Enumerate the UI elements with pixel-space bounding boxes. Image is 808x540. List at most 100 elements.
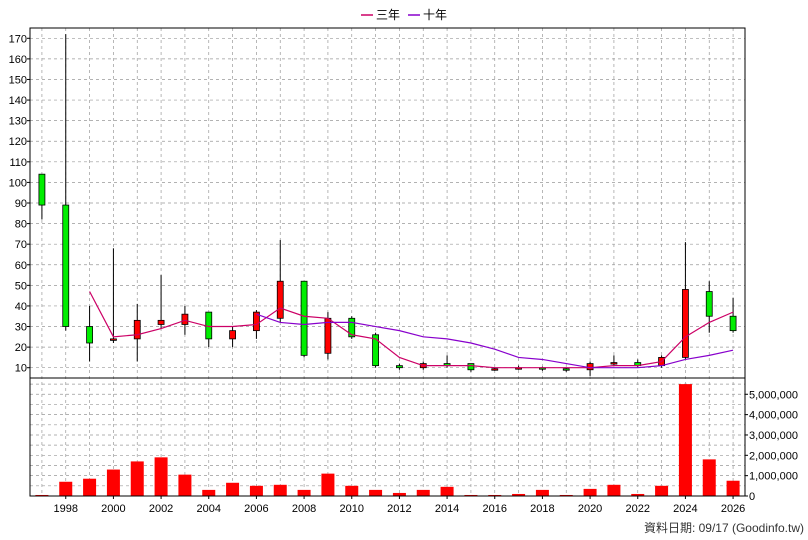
source-note: 資料日期: 09/17 (Goodinfo.tw) <box>644 521 804 535</box>
candle-body <box>562 368 570 371</box>
year-tick-label: 2008 <box>292 503 316 515</box>
volume-bar <box>583 488 597 496</box>
candle-body <box>610 362 618 365</box>
volume-bar <box>226 482 240 496</box>
year-tick-label: 2004 <box>197 503 221 515</box>
price-tick-label: 60 <box>15 260 27 272</box>
year-tick-label: 2012 <box>387 503 411 515</box>
price-tick-label: 80 <box>15 219 27 231</box>
year-tick-label: 2024 <box>673 503 697 515</box>
volume-bar <box>726 480 740 496</box>
volume-tick-label: 3,000,000 <box>749 430 798 442</box>
legend: 三年 十年 <box>361 8 447 22</box>
price-tick-label: 170 <box>9 33 27 45</box>
year-tick-label: 2016 <box>483 503 507 515</box>
volume-bar <box>154 457 168 496</box>
grid-lines <box>30 28 745 496</box>
year-tick-label: 1998 <box>54 503 78 515</box>
volume-bar <box>297 489 311 496</box>
volume-bar <box>488 494 502 496</box>
volume-bar <box>321 473 335 496</box>
year-tick-label: 2018 <box>530 503 554 515</box>
candle-body <box>467 363 475 371</box>
year-tick-label: 2020 <box>578 503 602 515</box>
volume-bar <box>440 486 454 496</box>
volume-bar <box>392 492 406 496</box>
price-tick-label: 20 <box>15 342 27 354</box>
legend-label-3y: 三年 <box>376 8 400 22</box>
candle-body <box>324 317 332 354</box>
price-tick-label: 150 <box>9 74 27 86</box>
volume-bar <box>512 493 526 496</box>
price-tick-label: 10 <box>15 363 27 375</box>
volume-bar <box>559 494 573 496</box>
price-tick-label: 50 <box>15 280 27 292</box>
candle-body <box>62 204 70 327</box>
volume-bar <box>178 474 192 496</box>
volume-tick-label: 2,000,000 <box>749 450 798 462</box>
volume-bar <box>464 494 478 496</box>
volume-bar <box>130 461 144 496</box>
ma-10-year-line <box>256 313 734 369</box>
volume-bar <box>416 489 430 496</box>
price-tick-label: 140 <box>9 95 27 107</box>
volume-bar <box>249 485 263 496</box>
year-tick-label: 2006 <box>244 503 268 515</box>
price-axis: 10 20 30 40 50 60 70 80 90 100 110 120 130 140 150 160 1… <box>9 33 30 375</box>
price-tick-label: 130 <box>9 116 27 128</box>
year-axis: 1998 2000 2002 2004 2006 2008 2010 2012 2014 2016… <box>54 496 745 515</box>
candle-body <box>729 315 737 332</box>
year-tick-label: 2002 <box>149 503 173 515</box>
candle-body <box>586 363 594 371</box>
volume-bars <box>35 384 740 496</box>
candle-body <box>348 317 356 338</box>
candle-body <box>229 330 236 340</box>
volume-bar <box>345 485 359 496</box>
price-tick-label: 70 <box>15 239 27 251</box>
price-tick-label: 90 <box>15 198 27 210</box>
volume-bar <box>535 489 549 496</box>
candle-body <box>38 173 46 206</box>
candle-body <box>300 280 308 356</box>
price-tick-label: 160 <box>9 54 27 66</box>
volume-tick-label: 4,000,000 <box>749 410 798 422</box>
candle-body <box>396 365 403 369</box>
year-tick-label: 2010 <box>340 503 364 515</box>
price-candles <box>38 34 737 376</box>
candle-body <box>276 280 284 319</box>
volume-panel-background <box>30 378 745 496</box>
ma-3-year-line <box>89 291 734 369</box>
volume-bar <box>106 469 120 496</box>
plot-border <box>29 27 746 497</box>
volume-bar <box>202 489 216 496</box>
volume-bar <box>59 481 73 496</box>
moving-average-lines <box>89 291 734 369</box>
volume-tick-label: 1,000,000 <box>749 471 798 483</box>
volume-tick-label: 5,000,000 <box>749 389 798 401</box>
candle-body <box>253 311 260 332</box>
volume-bar <box>631 493 645 496</box>
candle-body <box>133 319 141 340</box>
legend-label-10y: 十年 <box>423 8 447 22</box>
price-tick-label: 110 <box>9 157 27 169</box>
candle-body <box>181 313 189 325</box>
price-tick-label: 40 <box>15 301 27 313</box>
year-tick-label: 2022 <box>626 503 650 515</box>
volume-bar <box>678 384 692 496</box>
volume-bar <box>273 484 287 496</box>
price-tick-label: 30 <box>15 322 27 334</box>
volume-bar <box>369 489 383 496</box>
price-tick-label: 120 <box>9 136 27 148</box>
candle-body <box>86 326 93 344</box>
volume-bar <box>35 494 49 496</box>
candle-body <box>372 334 379 367</box>
year-tick-label: 2026 <box>721 503 745 515</box>
candle-body <box>157 319 165 325</box>
candle-body <box>110 338 117 341</box>
volume-bar <box>655 485 669 496</box>
price-tick-label: 100 <box>9 177 27 189</box>
volume-tick-label: 0 <box>749 491 755 503</box>
volume-bar <box>702 459 716 496</box>
year-tick-label: 2014 <box>435 503 459 515</box>
